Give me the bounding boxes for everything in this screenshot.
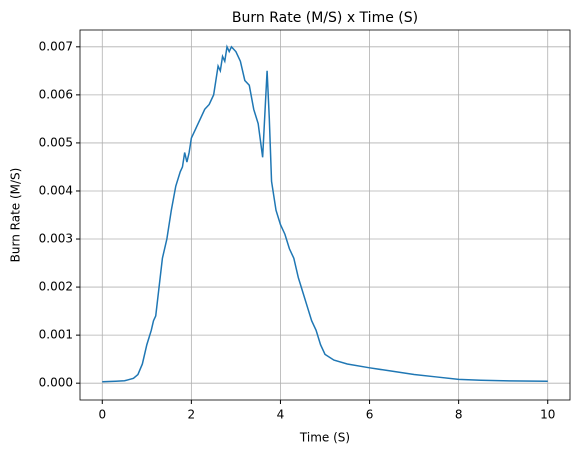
x-tick-label: 2	[188, 408, 196, 422]
x-tick-label: 6	[366, 408, 374, 422]
y-tick-label: 0.000	[39, 376, 73, 390]
y-axis-label: Burn Rate (M/S)	[9, 168, 23, 263]
x-tick-label: 4	[277, 408, 285, 422]
x-tick-label: 8	[455, 408, 463, 422]
plot-frame	[79, 29, 571, 401]
data-line	[102, 44, 548, 383]
x-tick-label: 10	[540, 408, 555, 422]
y-tick-label: 0.003	[39, 232, 73, 246]
chart-title: Burn Rate (M/S) x Time (S)	[232, 10, 418, 26]
y-tick-label: 0.002	[39, 280, 73, 294]
x-tick-label: 0	[98, 408, 106, 422]
y-tick-label: 0.006	[39, 87, 73, 101]
y-tick-label: 0.001	[39, 328, 73, 342]
x-axis-label: Time (S)	[299, 431, 350, 445]
y-tick-label: 0.004	[39, 183, 73, 197]
y-tick-label: 0.005	[39, 135, 73, 149]
y-tick-label: 0.007	[39, 39, 73, 53]
